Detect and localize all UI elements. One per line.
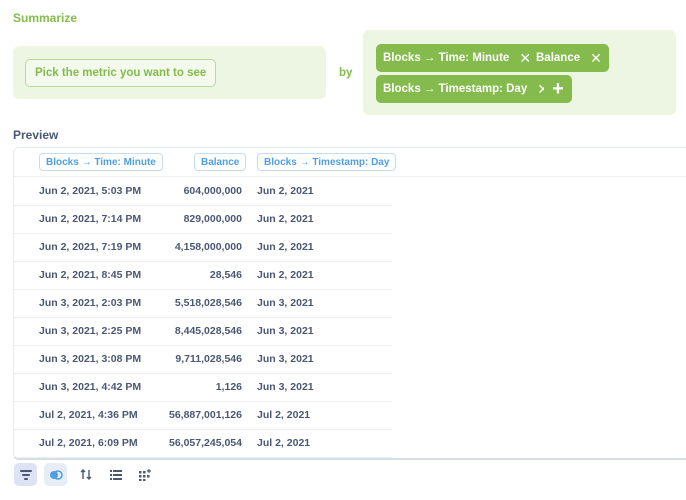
cell-balance: 9,711,028,546 xyxy=(175,353,242,365)
cell-balance: 56,887,001,126 xyxy=(169,409,242,421)
table-row: Jun 3, 2021, 3:08 PM 9,711,028,546 Jun 3… xyxy=(14,345,392,374)
column-header-timestamp-day[interactable]: Blocks → Timestamp: Day xyxy=(257,153,397,171)
table-row: Jun 2, 2021, 8:45 PM 28,546 Jun 2, 2021 xyxy=(14,261,392,290)
table-row: Jul 2, 2021, 6:09 PM 56,057,245,054 Jul … xyxy=(14,429,392,458)
filter-icon xyxy=(19,469,32,480)
table-row: Jul 2, 2021, 4:36 PM 56,887,001,126 Jul … xyxy=(14,401,392,430)
table-row: Jun 2, 2021, 7:14 PM 829,000,000 Jun 2, … xyxy=(14,205,392,234)
grid-icon xyxy=(139,468,152,481)
cell-day: Jun 3, 2021 xyxy=(257,381,314,393)
filter-button[interactable] xyxy=(14,463,37,486)
close-icon[interactable]: ✕ xyxy=(590,50,602,66)
grouping-chip-label: Blocks → Time: Minute xyxy=(383,52,510,64)
table-row: Jun 3, 2021, 4:42 PM 1,126 Jun 3, 2021 xyxy=(14,373,392,402)
row-limit-button[interactable] xyxy=(104,463,127,486)
cell-day: Jun 2, 2021 xyxy=(257,269,314,281)
cell-time: Jun 3, 2021, 2:25 PM xyxy=(39,325,142,337)
cell-balance: 5,518,028,546 xyxy=(174,297,242,309)
cell-time: Jul 2, 2021, 4:36 PM xyxy=(39,409,138,421)
list-icon xyxy=(109,469,122,480)
preview-table: Blocks → Time: Minute Balance Blocks → T… xyxy=(13,147,686,460)
add-grouping-button[interactable]: + xyxy=(544,75,572,103)
cell-day: Jul 2, 2021 xyxy=(257,437,311,449)
grouping-chip-time-minute[interactable]: Blocks → Time: Minute ✕ xyxy=(376,44,539,72)
cell-balance: 829,000,000 xyxy=(183,213,242,225)
cell-time: Jun 2, 2021, 8:45 PM xyxy=(39,269,142,281)
cell-day: Jun 3, 2021 xyxy=(257,353,314,365)
cell-day: Jun 2, 2021 xyxy=(257,241,314,253)
cell-time: Jun 3, 2021, 2:03 PM xyxy=(39,297,142,309)
cell-time: Jun 3, 2021, 3:08 PM xyxy=(39,353,142,365)
cell-time: Jun 2, 2021, 5:03 PM xyxy=(39,185,142,197)
cell-balance: 4,158,000,000 xyxy=(174,241,242,253)
preview-title: Preview xyxy=(13,128,59,142)
column-header-balance[interactable]: Balance xyxy=(194,153,247,171)
cell-day: Jun 3, 2021 xyxy=(257,325,314,337)
cell-day: Jun 2, 2021 xyxy=(257,213,314,225)
table-row: Jun 3, 2021, 2:25 PM 8,445,028,546 Jun 3… xyxy=(14,317,392,346)
table-row: Jun 2, 2021, 5:03 PM 604,000,000 Jun 2, … xyxy=(14,177,392,206)
grouping-chip-label: Balance xyxy=(536,52,581,64)
cell-day: Jun 3, 2021 xyxy=(257,297,314,309)
cell-balance: 1,126 xyxy=(215,381,242,393)
header-divider xyxy=(14,176,686,177)
cell-balance: 28,546 xyxy=(209,269,242,281)
column-header-time-minute[interactable]: Blocks → Time: Minute xyxy=(39,153,163,171)
close-icon[interactable]: ✕ xyxy=(519,50,532,66)
grouping-chip-balance[interactable]: Balance ✕ xyxy=(529,44,609,72)
cell-day: Jul 2, 2021 xyxy=(257,409,311,421)
grouping-chip-timestamp-day[interactable]: Blocks → Timestamp: Day ✕ xyxy=(376,75,556,103)
table-row: Jun 3, 2021, 2:03 PM 5,518,028,546 Jun 3… xyxy=(14,289,392,318)
grouping-chip-label: Blocks → Timestamp: Day xyxy=(383,83,528,95)
sort-button[interactable] xyxy=(74,463,97,486)
cell-balance: 56,057,245,054 xyxy=(169,437,242,449)
cell-balance: 8,445,028,546 xyxy=(174,325,242,337)
cell-day: Jun 2, 2021 xyxy=(257,185,314,197)
table-row: Jun 2, 2021, 7:19 PM 4,158,000,000 Jun 2… xyxy=(14,233,392,262)
by-label: by xyxy=(339,67,353,79)
toggle-icon xyxy=(49,469,63,480)
cell-time: Jun 3, 2021, 4:42 PM xyxy=(39,381,142,393)
cell-time: Jul 2, 2021, 6:09 PM xyxy=(39,437,138,449)
cell-balance: 604,000,000 xyxy=(183,185,242,197)
cell-time: Jun 2, 2021, 7:19 PM xyxy=(39,241,142,253)
summarize-toggle-button[interactable] xyxy=(44,463,67,486)
summarize-title: Summarize xyxy=(13,11,78,25)
groupings-panel: Blocks → Time: Minute ✕ Balance ✕ Blocks… xyxy=(363,30,676,115)
metric-panel: Pick the metric you want to see xyxy=(13,46,326,99)
sort-icon xyxy=(80,469,92,480)
cell-time: Jun 2, 2021, 7:14 PM xyxy=(39,213,142,225)
close-icon[interactable]: ✕ xyxy=(537,82,549,96)
pick-metric-button[interactable]: Pick the metric you want to see xyxy=(25,59,217,87)
custom-column-button[interactable] xyxy=(134,463,157,486)
